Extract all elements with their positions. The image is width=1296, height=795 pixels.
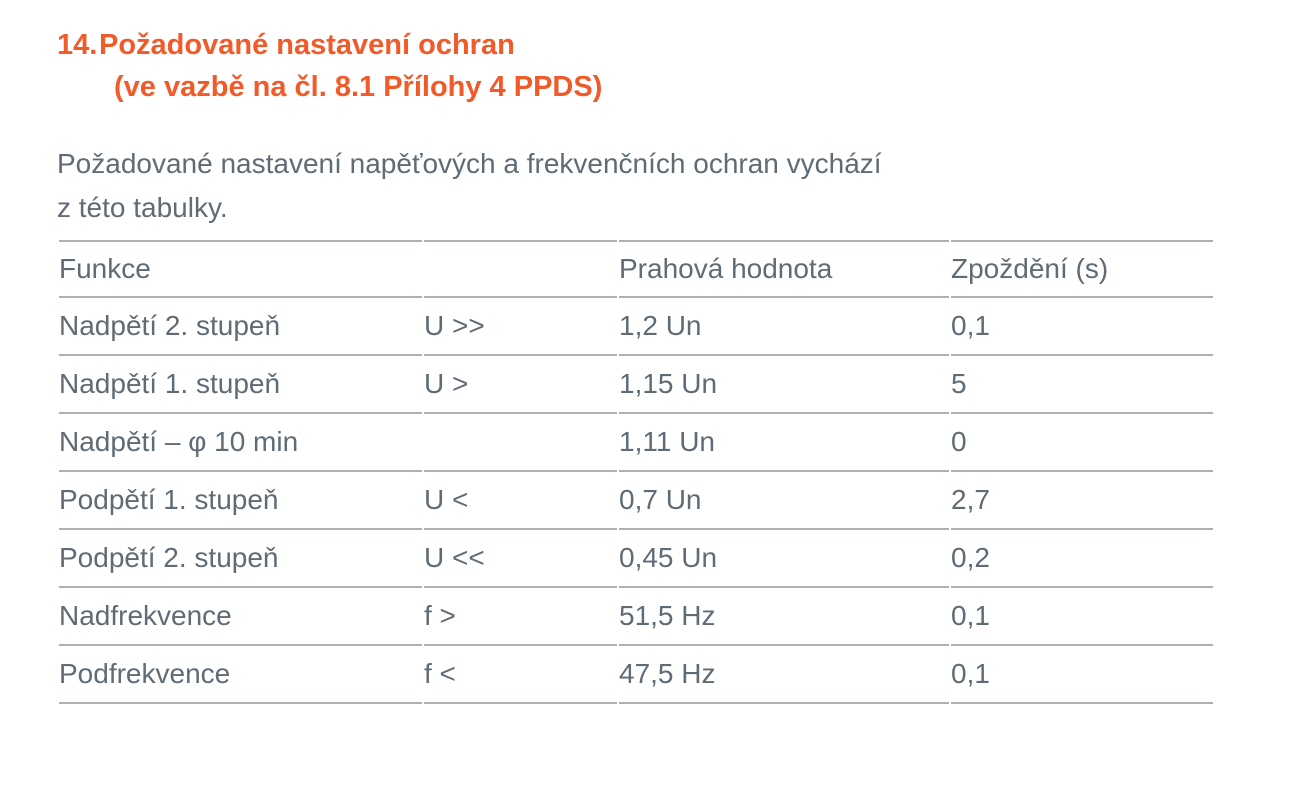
table-header-cell: Prahová hodnota — [619, 240, 949, 298]
table-header-cell — [424, 240, 617, 298]
table-cell: 0,45 Un — [619, 530, 949, 588]
table-cell: Podpětí 1. stupeň — [59, 472, 422, 530]
table-row: Podfrekvence f <47,5 Hz 0,1 — [59, 646, 1213, 704]
table-cell: 0,1 — [951, 588, 1213, 646]
table-cell: U >> — [424, 298, 617, 356]
table-row: Nadfrekvence f >51,5 Hz 0,1 — [59, 588, 1213, 646]
table-cell: 1,15 Un — [619, 356, 949, 414]
table-body: Nadpětí 2. stupeň U >> 1,2 Un 0,1 Nadpětí 1.… — [59, 298, 1213, 704]
table-cell: Nadpětí – φ 10 min — [59, 414, 422, 472]
intro-line2: z této tabulky. — [57, 192, 228, 223]
table-cell: Podpětí 2. stupeň — [59, 530, 422, 588]
table-cell: 0,2 — [951, 530, 1213, 588]
table-cell: Nadfrekvence — [59, 588, 422, 646]
intro-line1: Požadované nastavení napěťových a frekve… — [57, 148, 882, 179]
table-cell: f < — [424, 646, 617, 704]
section-title-line1: Požadované nastavení ochran — [99, 29, 515, 61]
intro-paragraph: Požadované nastavení napěťových a frekve… — [57, 142, 1205, 230]
table-cell: U << — [424, 530, 617, 588]
table-cell: U < — [424, 472, 617, 530]
table-header-cell: Zpoždění (s) — [951, 240, 1213, 298]
table-cell: 0,1 — [951, 646, 1213, 704]
table-row: Nadpětí 2. stupeň U >> 1,2 Un 0,1 — [59, 298, 1213, 356]
table-row: Nadpětí 1. stupeň U >1,15 Un 5 — [59, 356, 1213, 414]
table-row: Nadpětí – φ 10 min 1,11 Un 0 — [59, 414, 1213, 472]
table-cell: 2,7 — [951, 472, 1213, 530]
section-heading: 14. Požadované nastavení ochran (ve vazb… — [57, 24, 1205, 108]
section-title: Požadované nastavení ochran (ve vazbě na… — [99, 24, 602, 108]
table-cell: 0,1 — [951, 298, 1213, 356]
table-cell: 47,5 Hz — [619, 646, 949, 704]
table-header-cell: Funkce — [59, 240, 422, 298]
table-cell: 5 — [951, 356, 1213, 414]
table-cell: U > — [424, 356, 617, 414]
table-row: Podpětí 2. stupeň U << 0,45 Un 0,2 — [59, 530, 1213, 588]
protection-settings-table: Funkce Prahová hodnota Zpoždění (s) Nadpět… — [57, 240, 1215, 704]
table-cell: 1,11 Un — [619, 414, 949, 472]
table-cell: 51,5 Hz — [619, 588, 949, 646]
table-row: Podpětí 1. stupeň U <0,7 Un 2,7 — [59, 472, 1213, 530]
table-header-row: Funkce Prahová hodnota Zpoždění (s) — [59, 240, 1213, 298]
table-head: Funkce Prahová hodnota Zpoždění (s) — [59, 240, 1213, 298]
table-cell — [424, 414, 617, 472]
table-cell: f > — [424, 588, 617, 646]
table-cell: Nadpětí 1. stupeň — [59, 356, 422, 414]
table-cell: Nadpětí 2. stupeň — [59, 298, 422, 356]
table-cell: 1,2 Un — [619, 298, 949, 356]
table-cell: 0,7 Un — [619, 472, 949, 530]
table-cell: 0 — [951, 414, 1213, 472]
section-title-line2: (ve vazbě na čl. 8.1 Přílohy 4 PPDS) — [114, 71, 603, 103]
section-number: 14. — [57, 29, 98, 61]
table-cell: Podfrekvence — [59, 646, 422, 704]
